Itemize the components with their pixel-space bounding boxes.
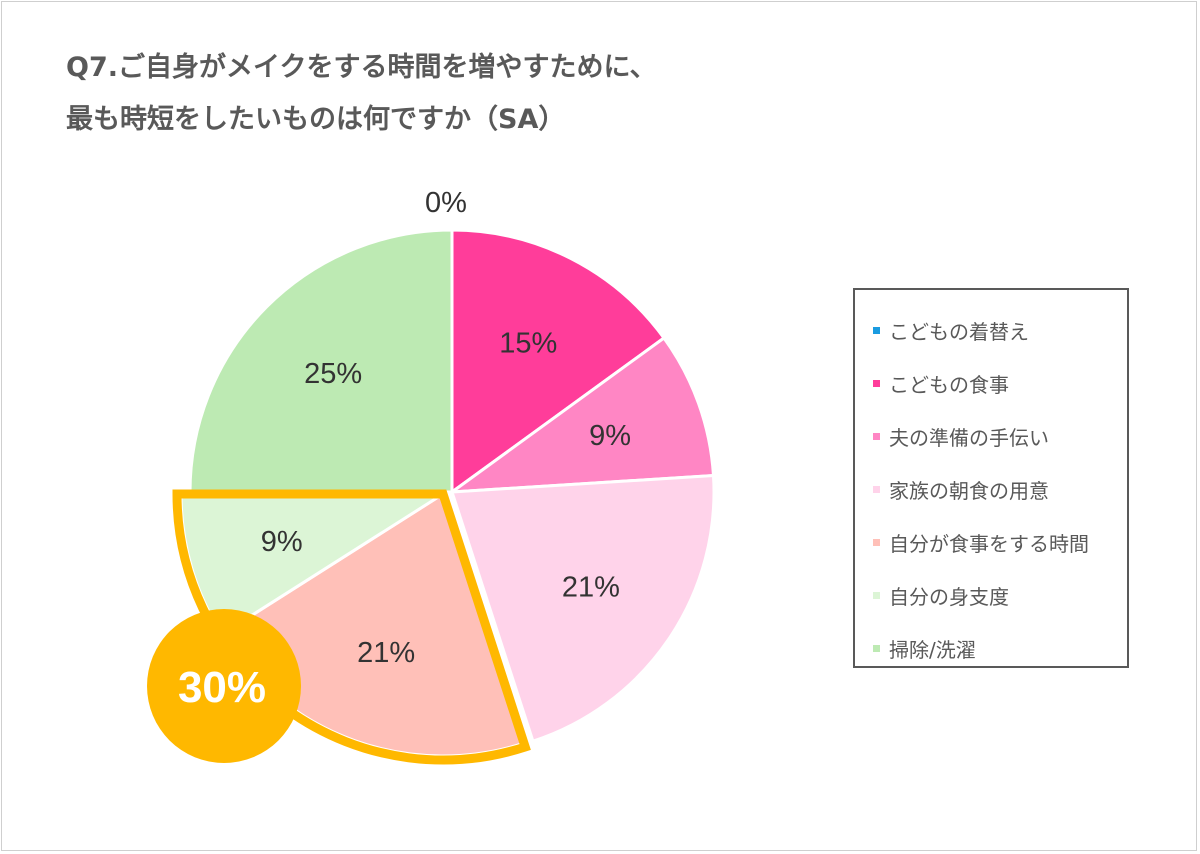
pie-slice-3: [446, 335, 716, 494]
chart-title: Q7.ご自身がメイクをする時間を増やすために、 最も時短をしたいものは何ですか（…: [66, 42, 657, 146]
legend-label: こどもの食事: [889, 373, 1009, 397]
legend-item-5: 自分が食事をする時間: [855, 516, 1127, 569]
legend-item-3: 夫の準備の手伝い: [855, 410, 1127, 463]
legend-label: 家族の朝食の用意: [889, 479, 1049, 503]
legend-swatch: [873, 327, 880, 334]
legend-swatch: [873, 433, 880, 440]
slice-value-label-4: 21%: [562, 571, 620, 603]
legend-swatch: [873, 539, 880, 546]
legend-swatch: [873, 486, 880, 493]
legend-item-1: こどもの着替え: [855, 304, 1127, 357]
slice-value-label-3: 9%: [589, 420, 631, 452]
legend-swatch: [873, 380, 880, 387]
chart-title-line1: Q7.ご自身がメイクをする時間を増やすために、: [66, 52, 657, 83]
slice-value-label-5: 21%: [357, 637, 415, 669]
legend-item-7: 掃除/洗濯: [855, 622, 1127, 675]
slice-value-label-7: 25%: [304, 358, 362, 390]
pie-slice-2: [450, 228, 667, 495]
legend-item-2: こどもの食事: [855, 357, 1127, 410]
highlight-badge-label: 30%: [178, 663, 266, 712]
legend-label: 自分が食事をする時間: [889, 532, 1089, 556]
legend-item-4: 家族の朝食の用意: [855, 463, 1127, 516]
legend-swatch: [873, 645, 880, 652]
chart-title-line2: 最も時短をしたいものは何ですか（SA）: [66, 104, 566, 135]
legend-swatch: [873, 592, 880, 599]
slice-value-label-6: 9%: [261, 526, 303, 558]
legend-label: 自分の身支度: [889, 585, 1009, 609]
legend-label: 夫の準備の手伝い: [889, 426, 1049, 450]
slice-value-label-1: 0%: [425, 187, 467, 219]
legend-label: 掃除/洗濯: [889, 638, 976, 662]
legend-label: こどもの着替え: [889, 320, 1029, 344]
chart-legend: こどもの着替え こどもの食事夫の準備の手伝い 家族の朝食の用意自分が食事をする時間自…: [853, 288, 1129, 668]
legend-item-6: 自分の身支度: [855, 569, 1127, 622]
pie-slice-7: [188, 228, 454, 494]
slice-value-label-2: 15%: [499, 327, 557, 359]
highlight-badge: [147, 609, 301, 763]
pie-slice-4: [449, 473, 716, 744]
